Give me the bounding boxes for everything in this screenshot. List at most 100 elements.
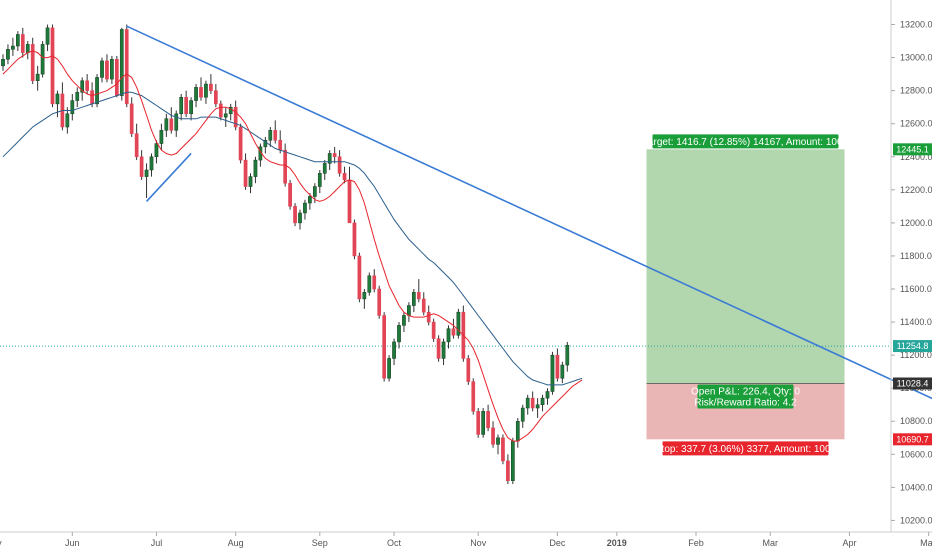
candle-body xyxy=(16,34,20,47)
y-tick-label: 11400.0 xyxy=(900,317,932,327)
candle-body xyxy=(332,153,337,158)
candle-body xyxy=(85,80,90,91)
x-tick-label: Oct xyxy=(387,538,402,548)
candle-body xyxy=(367,275,372,293)
candle xyxy=(550,351,555,395)
candle xyxy=(214,84,218,108)
candle xyxy=(30,37,35,85)
candle-body xyxy=(184,97,189,115)
candle-body xyxy=(520,407,525,422)
candle-body xyxy=(1,58,5,67)
candle-body xyxy=(540,397,545,405)
candle-body xyxy=(243,159,248,187)
candle-body xyxy=(456,311,461,336)
target-label-bg xyxy=(652,134,839,149)
candle-body xyxy=(189,100,193,115)
y-tick-label: 11600.0 xyxy=(900,284,932,294)
candle xyxy=(159,123,164,151)
x-tick-label: Jul xyxy=(151,538,163,548)
x-tick-label: 2019 xyxy=(607,538,627,548)
candle-body xyxy=(545,391,550,399)
x-tick-label: Feb xyxy=(688,538,704,548)
candle xyxy=(421,292,426,316)
candle xyxy=(451,318,456,339)
candle xyxy=(377,285,382,319)
candle-body xyxy=(337,156,342,174)
candle-body xyxy=(317,173,322,187)
candle xyxy=(179,93,184,121)
candle xyxy=(520,404,525,428)
candle xyxy=(273,120,278,144)
candle xyxy=(268,127,273,147)
candle xyxy=(189,97,193,121)
candle-body xyxy=(129,103,134,134)
candle xyxy=(293,203,297,227)
candle-body xyxy=(283,149,287,184)
candle xyxy=(441,338,446,366)
price-tag: 11254.8 xyxy=(893,340,932,353)
price-tag-bg xyxy=(893,143,932,156)
candle-body xyxy=(253,159,258,177)
candle-body xyxy=(45,27,50,45)
candle-body xyxy=(412,292,416,306)
candle-body xyxy=(416,292,421,300)
candle-body xyxy=(515,420,520,442)
candle-body xyxy=(496,437,500,445)
price-tag-text: 10690.7 xyxy=(896,434,929,444)
candle-body xyxy=(382,315,386,379)
candle-body xyxy=(511,440,515,482)
candle xyxy=(402,312,406,332)
candle-body xyxy=(20,34,25,53)
candle xyxy=(134,123,139,161)
candle-body xyxy=(407,305,411,316)
x-axis: May Jun Jul Aug Sep Oct Nov Dec 2019 Feb Mar Apr May xyxy=(0,532,932,548)
x-tick-label: Jun xyxy=(65,538,80,548)
candle xyxy=(332,146,337,164)
candle xyxy=(416,279,421,303)
y-tick-label: 12200.0 xyxy=(900,185,932,195)
candle-body xyxy=(431,321,436,339)
candle xyxy=(397,322,401,349)
candle-body xyxy=(115,58,119,96)
y-tick-label: 11200.0 xyxy=(900,350,932,360)
candle xyxy=(243,153,248,190)
candle-body xyxy=(25,44,30,53)
candle-body xyxy=(30,44,35,81)
candle-body xyxy=(436,338,441,359)
candle-body xyxy=(303,202,307,214)
candle xyxy=(169,107,174,134)
candle xyxy=(491,421,495,448)
candle-body xyxy=(288,182,292,207)
candle xyxy=(412,289,416,313)
candle-body xyxy=(421,298,426,313)
candle xyxy=(65,107,70,134)
candle xyxy=(233,100,238,131)
candle xyxy=(511,437,515,485)
price-tag: 10690.7 xyxy=(893,433,932,446)
stop-label: Stop: 337.7 (3.06%) 3377, Amount: 1000 xyxy=(655,441,837,456)
candle-body xyxy=(209,83,213,91)
candle-body xyxy=(95,77,99,105)
stop-label-bg xyxy=(662,441,829,456)
candle-body xyxy=(70,100,75,115)
candle xyxy=(75,87,80,108)
candle xyxy=(530,391,535,412)
profit-zone xyxy=(646,149,845,384)
candle xyxy=(506,454,510,485)
candle xyxy=(154,140,159,164)
candle xyxy=(486,404,490,432)
y-tick-label: 10400.0 xyxy=(900,482,932,492)
trendlines xyxy=(126,25,932,400)
x-tick-label: Apr xyxy=(842,538,856,548)
candle xyxy=(471,378,476,415)
candle-body xyxy=(194,87,198,101)
candle xyxy=(124,24,129,108)
candle-body xyxy=(199,87,203,98)
candle xyxy=(11,37,15,56)
candle-body xyxy=(80,80,85,93)
candle xyxy=(223,107,228,128)
candle xyxy=(303,199,307,220)
candle xyxy=(174,110,179,137)
candle xyxy=(16,31,20,51)
